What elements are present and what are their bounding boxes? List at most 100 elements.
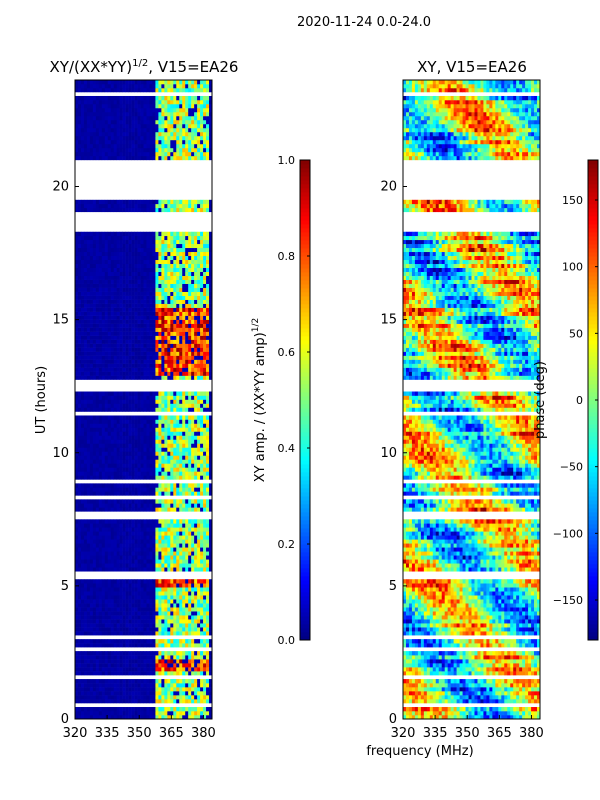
heatmap-cell <box>161 683 165 688</box>
heatmap-cell <box>95 407 100 412</box>
heatmap-cell <box>107 259 112 265</box>
heatmap-cell <box>143 235 147 241</box>
heatmap-cell <box>80 459 85 464</box>
heatmap-cell <box>110 671 115 676</box>
heatmap-cell <box>146 235 150 241</box>
heatmap-cell <box>176 519 180 524</box>
heatmap-cell <box>131 519 135 524</box>
heatmap-cell <box>203 543 207 548</box>
heatmap-cell <box>200 299 204 304</box>
heatmap-cell <box>167 427 171 432</box>
heatmap-cell <box>164 679 168 684</box>
heatmap-cell <box>143 367 147 372</box>
heatmap-cell <box>134 331 138 336</box>
heatmap-cell <box>92 355 97 360</box>
heatmap-cell <box>176 303 180 308</box>
heatmap-cell <box>182 687 186 692</box>
heatmap-cell <box>140 659 144 664</box>
heatmap-cell <box>191 259 195 265</box>
heatmap-cell <box>149 579 153 584</box>
heatmap-cell <box>194 563 198 568</box>
heatmap-cell <box>149 619 153 624</box>
heatmap-cell <box>200 307 204 312</box>
heatmap-cell <box>125 691 129 696</box>
heatmap-cell <box>146 319 150 324</box>
heatmap-cell <box>131 491 135 496</box>
heatmap-cell <box>194 311 198 316</box>
heatmap-cell <box>95 299 100 304</box>
heatmap-cell <box>188 543 192 548</box>
heatmap-cell <box>101 579 106 584</box>
heatmap-cell <box>119 491 123 496</box>
heatmap-cell <box>113 243 117 249</box>
heatmap-cell <box>167 431 171 436</box>
heatmap-cell <box>209 643 213 648</box>
heatmap-cell <box>182 371 186 376</box>
heatmap-cell <box>107 391 112 396</box>
heatmap-cell <box>209 235 213 241</box>
heatmap-cell <box>179 519 183 524</box>
heatmap-cell <box>104 503 109 508</box>
heatmap-cell <box>86 399 91 404</box>
heatmap-cell <box>197 483 201 488</box>
heatmap-cell <box>101 563 106 568</box>
heatmap-cell <box>98 671 103 676</box>
heatmap-cell <box>104 295 109 300</box>
heatmap-cell <box>173 695 177 700</box>
heatmap-cell <box>173 623 177 628</box>
heatmap-cell <box>128 663 132 668</box>
heatmap-cell <box>146 343 150 348</box>
heatmap-cell <box>86 327 91 332</box>
heatmap-cell <box>155 587 159 592</box>
heatmap-cell <box>194 619 198 624</box>
heatmap-cell <box>179 591 183 596</box>
heatmap-cell <box>95 707 100 712</box>
heatmap-cell <box>140 343 144 348</box>
heatmap-cell <box>119 427 123 432</box>
heatmap-cell <box>164 707 168 712</box>
heatmap-cell <box>75 315 79 320</box>
heatmap-cell <box>80 499 85 504</box>
heatmap-cell <box>206 239 210 245</box>
heatmap-cell <box>179 711 183 716</box>
heatmap-cell <box>104 459 109 464</box>
heatmap-cell <box>101 323 106 328</box>
heatmap-cell <box>131 447 135 452</box>
heatmap-cell <box>122 483 126 488</box>
heatmap-cell <box>140 715 144 720</box>
heatmap-cell <box>101 687 106 692</box>
heatmap-cell <box>161 271 165 276</box>
heatmap-cell <box>98 299 103 304</box>
heatmap-cell <box>146 643 150 648</box>
heatmap-cell <box>122 335 126 340</box>
heatmap-cell <box>164 595 168 600</box>
heatmap-cell <box>75 595 79 600</box>
heatmap-cell <box>125 651 129 656</box>
heatmap-cell <box>188 359 192 364</box>
heatmap-cell <box>110 351 115 356</box>
heatmap-cell <box>137 263 141 268</box>
heatmap-cell <box>89 295 94 300</box>
heatmap-cell <box>152 443 156 448</box>
heatmap-cell <box>131 507 135 512</box>
heatmap-cell <box>185 643 189 648</box>
heatmap-cell <box>188 467 192 472</box>
heatmap-cell <box>206 391 210 396</box>
heatmap-cell <box>149 543 153 548</box>
heatmap-cell <box>131 323 135 328</box>
heatmap-cell <box>92 603 97 608</box>
heatmap-cell <box>101 335 106 340</box>
heatmap-cell <box>92 671 97 676</box>
heatmap-cell <box>197 359 201 364</box>
heatmap-cell <box>158 279 162 284</box>
heatmap-cell <box>77 683 82 688</box>
heatmap-cell <box>158 299 162 304</box>
heatmap-cell <box>209 555 213 560</box>
heatmap-cell <box>77 483 82 488</box>
heatmap-cell <box>197 527 201 532</box>
heatmap-cell <box>191 711 195 716</box>
heatmap-cell <box>182 231 186 237</box>
heatmap-cell <box>164 235 168 241</box>
heatmap-cell <box>200 563 204 568</box>
heatmap-cell <box>110 507 115 512</box>
